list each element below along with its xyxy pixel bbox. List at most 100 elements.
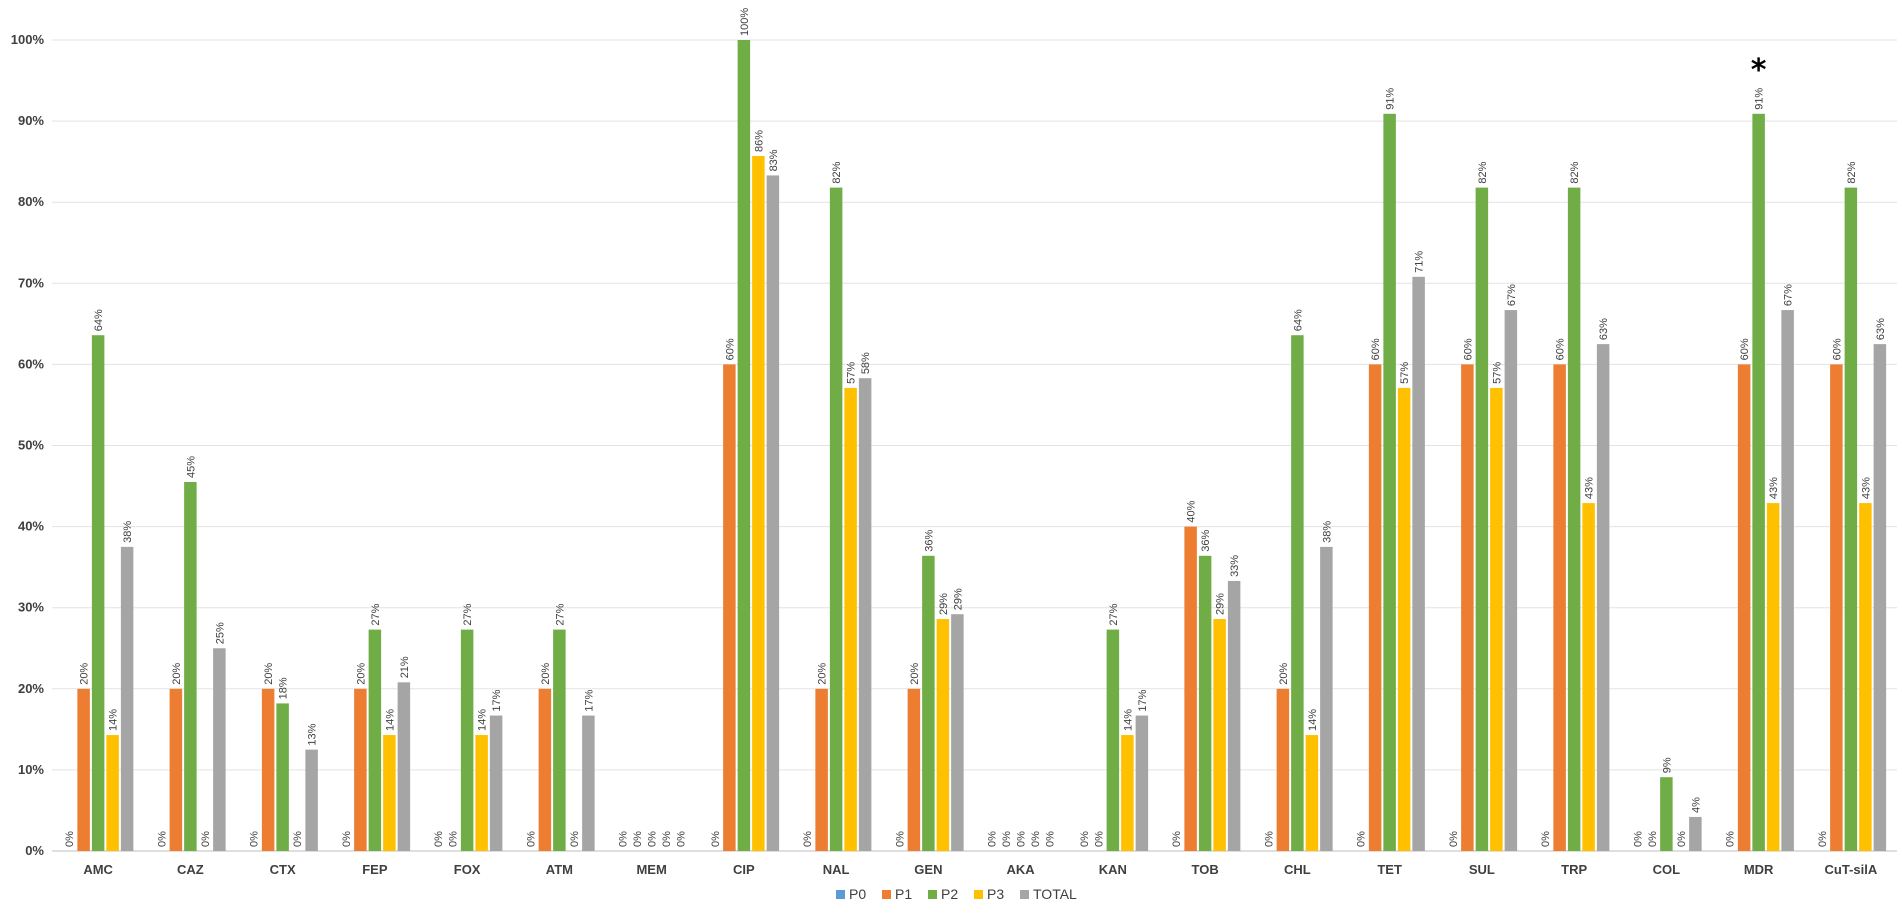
data-label: 0% (1632, 831, 1644, 847)
data-label: 57% (1491, 362, 1503, 384)
data-label: 20% (1278, 663, 1290, 685)
x-category-label: FOX (454, 862, 481, 877)
bar-total-fep (397, 682, 411, 851)
x-category-label: GEN (914, 862, 942, 877)
bar-p3-trp (1582, 503, 1595, 851)
data-label: 0% (1676, 831, 1688, 847)
bar-p1-cut-sila (1830, 364, 1843, 851)
bar-p2-tet (1383, 113, 1396, 851)
bar-total-fox (489, 715, 503, 851)
bar-p1-gen (907, 688, 921, 851)
data-label: 14% (1307, 709, 1319, 731)
bar-p1-tob (1184, 526, 1197, 851)
bar-p2-chl (1291, 335, 1304, 852)
bar-total-atm (582, 715, 595, 851)
data-label: 18% (278, 677, 290, 699)
data-label: 33% (1229, 555, 1241, 577)
data-label: 0% (1171, 831, 1183, 847)
bar-p1-nal (815, 688, 828, 851)
data-label: 9% (1661, 757, 1673, 773)
x-category-label: CTX (270, 862, 296, 877)
data-label: 14% (384, 709, 396, 731)
data-label: 0% (64, 831, 76, 847)
bar-p2-fep (368, 629, 382, 851)
bars (77, 40, 1887, 852)
data-label: 60% (724, 338, 736, 360)
x-category-label: AMC (83, 862, 113, 877)
data-label: 60% (1831, 338, 1843, 360)
data-label: 0% (894, 831, 906, 847)
data-label: 60% (1555, 338, 1567, 360)
bar-total-sul (1504, 310, 1518, 851)
data-label: 0% (433, 831, 445, 847)
data-label: 0% (1647, 831, 1659, 847)
data-label: 20% (540, 663, 552, 685)
annotations: * (1751, 53, 1767, 88)
x-category-label: CuT-silA (1825, 862, 1878, 877)
bar-p3-mdr (1766, 503, 1780, 851)
x-category-label: CAZ (177, 862, 204, 877)
y-tick-label: 70% (18, 275, 44, 290)
bar-p3-nal (844, 387, 857, 851)
y-tick-label: 20% (18, 681, 44, 696)
data-label: 0% (200, 831, 212, 847)
bar-p3-gen (936, 619, 950, 851)
bar-total-caz (213, 648, 226, 851)
data-label: 63% (1598, 318, 1610, 340)
data-label: 17% (491, 689, 503, 711)
data-label: 17% (583, 689, 595, 711)
data-label: 20% (79, 663, 91, 685)
bar-total-cut-sila (1873, 344, 1887, 851)
bar-p1-sul (1461, 364, 1474, 851)
legend-swatch (928, 890, 937, 899)
data-label: 36% (923, 530, 935, 552)
bar-p1-atm (538, 688, 552, 851)
bar-total-tob (1227, 580, 1241, 851)
bar-total-mdr (1781, 310, 1794, 851)
x-category-label: SUL (1469, 862, 1495, 877)
bar-p1-cip (723, 364, 736, 851)
data-label: 71% (1414, 251, 1426, 273)
bar-p1-amc (77, 688, 90, 851)
data-label: 36% (1200, 530, 1212, 552)
bar-p2-nal (829, 187, 843, 852)
x-category-label: COL (1653, 862, 1681, 877)
data-label: 38% (1321, 521, 1333, 543)
x-category-label: TOB (1192, 862, 1219, 877)
bar-p3-tet (1397, 387, 1411, 851)
bar-p2-caz (184, 481, 197, 851)
data-label: 0% (632, 831, 644, 847)
data-label: 0% (1356, 831, 1368, 847)
data-label: 27% (462, 603, 474, 625)
bar-p2-tob (1198, 555, 1212, 851)
data-label: 0% (341, 831, 353, 847)
data-label: 0% (292, 831, 304, 847)
bar-total-amc (120, 546, 134, 851)
bar-p3-tob (1213, 619, 1226, 851)
data-label: 0% (156, 831, 168, 847)
bar-p1-mdr (1737, 364, 1751, 851)
legend-label: P3 (987, 886, 1004, 902)
data-label: 0% (676, 831, 688, 847)
bar-p2-col (1660, 777, 1673, 851)
bar-p3-amc (106, 735, 119, 851)
data-label: 0% (249, 831, 261, 847)
data-label: 0% (569, 831, 581, 847)
data-label: 27% (554, 603, 566, 625)
data-label: 0% (1016, 831, 1028, 847)
x-category-label: CIP (733, 862, 755, 877)
bar-p1-caz (169, 688, 183, 851)
bar-p2-kan (1106, 629, 1120, 851)
y-tick-label: 10% (18, 762, 44, 777)
data-label: 38% (122, 521, 134, 543)
data-label: 43% (1768, 477, 1780, 499)
x-category-label: TET (1377, 862, 1402, 877)
bar-p3-chl (1305, 735, 1319, 851)
bar-total-nal (858, 378, 872, 851)
bar-total-cip (766, 175, 780, 851)
legend-swatch (836, 890, 845, 899)
gridlines (52, 39, 1897, 852)
bar-p3-cip (752, 155, 765, 851)
data-label: 13% (307, 723, 319, 745)
